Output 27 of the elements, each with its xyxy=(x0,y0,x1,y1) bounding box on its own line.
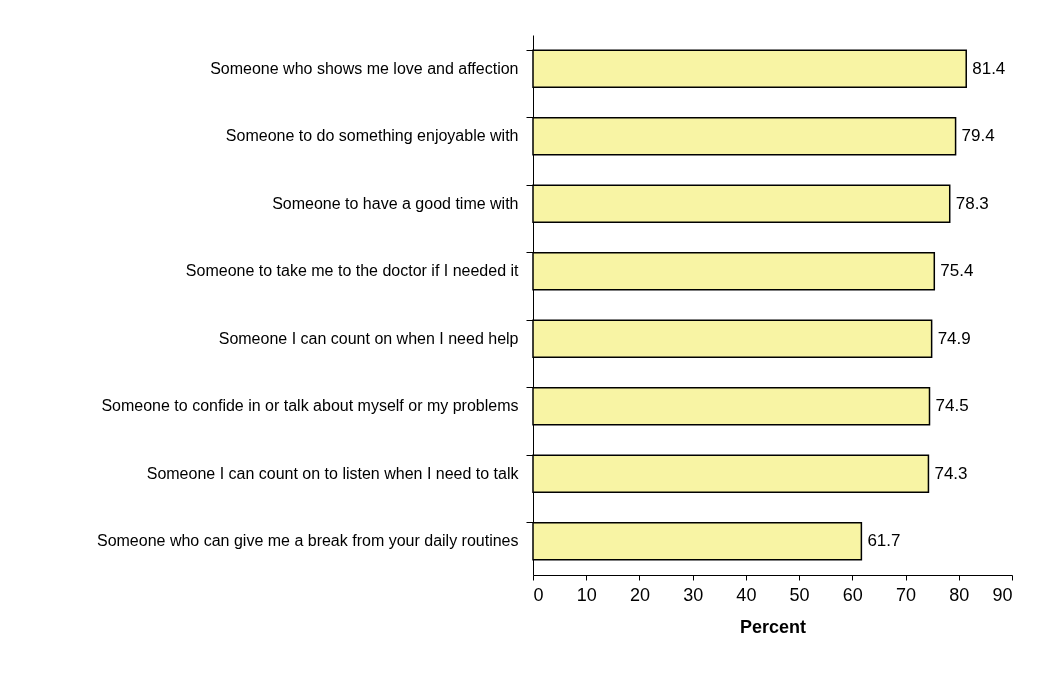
y-tick-label: Someone to do something enjoyable with xyxy=(225,127,519,145)
x-axis-title: Percent xyxy=(739,616,807,637)
x-tick-label: 40 xyxy=(736,584,757,605)
x-tick-label: 70 xyxy=(896,584,917,605)
x-tick-label: 0 xyxy=(533,584,544,605)
data-label: 79.4 xyxy=(961,126,995,146)
data-label: 74.3 xyxy=(934,463,968,483)
data-label: 78.3 xyxy=(955,193,989,213)
y-tick-label: Someone I can count on to listen when I need to talk xyxy=(146,464,520,482)
x-tick-label: 30 xyxy=(683,584,704,605)
x-tick-label: 20 xyxy=(629,584,650,605)
x-tick-label: 10 xyxy=(576,584,597,605)
y-tick-label: Someone to take me to the doctor if I needed it xyxy=(185,262,520,280)
data-label: 74.9 xyxy=(937,328,971,348)
y-tick-label: Someone I can count on when I need help xyxy=(218,329,519,347)
x-tick-label: 90 xyxy=(992,584,1013,605)
data-label: 61.7 xyxy=(867,531,901,551)
y-tick-label: Someone who can give me a break from your daily routines xyxy=(96,532,519,550)
y-tick-label: Someone to confide in or talk about myself or my problems xyxy=(101,397,519,415)
x-tick-label: 60 xyxy=(842,584,863,605)
data-label: 74.5 xyxy=(935,396,969,416)
y-tick-label: Someone to have a good time with xyxy=(272,194,519,212)
x-tick-label: 80 xyxy=(949,584,970,605)
x-tick-label: 50 xyxy=(789,584,810,605)
data-label: 75.4 xyxy=(940,261,974,281)
data-label: 81.4 xyxy=(972,58,1006,78)
y-tick-label: Someone who shows me love and affection xyxy=(210,59,519,77)
